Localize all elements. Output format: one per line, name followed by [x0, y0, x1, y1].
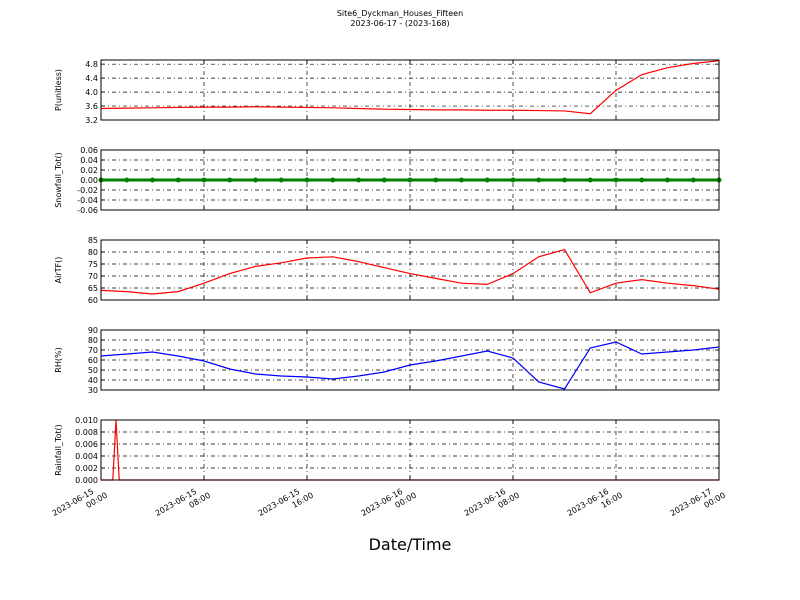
data-line — [100, 248, 720, 295]
y-axis-label: Rainfall_Tot() — [54, 424, 63, 476]
data-point — [124, 177, 130, 183]
x-tick-label: 2023-06-1608:00 — [463, 482, 521, 527]
y-tick-label: 50 — [88, 366, 98, 375]
plot-frame — [100, 149, 720, 211]
y-tick-label: -0.04 — [77, 196, 98, 205]
y-tick-label: 80 — [88, 248, 98, 257]
data-point — [201, 177, 207, 183]
x-tick-label: 2023-06-1516:00 — [257, 482, 315, 527]
data-point — [330, 177, 336, 183]
y-tick-label: 3.2 — [85, 116, 98, 125]
y-tick-label: 0.010 — [75, 416, 98, 425]
x-tick-label: 2023-06-1500:00 — [51, 482, 109, 527]
data-point — [613, 177, 619, 183]
data-point — [510, 177, 516, 183]
y-tick-label: 70 — [88, 346, 98, 355]
y-tick-label: 4.8 — [85, 60, 98, 69]
y-tick-label: 0.00 — [80, 176, 98, 185]
x-axis-label: Date/Time — [369, 535, 452, 554]
data-point — [484, 177, 490, 183]
y-tick-label: 40 — [88, 376, 98, 385]
y-tick-label: 70 — [88, 272, 98, 281]
data-point — [562, 177, 567, 183]
x-tick-label: 2023-06-1616:00 — [566, 482, 624, 527]
y-tick-label: 80 — [88, 336, 98, 345]
y-tick-label: 4.0 — [85, 88, 98, 97]
x-tick-label: 2023-06-1700:00 — [669, 482, 727, 527]
data-line — [100, 60, 720, 115]
y-tick-label: 0.006 — [75, 440, 98, 449]
plot-frame — [100, 419, 720, 481]
y-axis-label: AirTF() — [54, 257, 63, 284]
y-tick-label: 0.06 — [80, 146, 98, 155]
y-tick-label: 65 — [88, 284, 98, 293]
data-point — [407, 177, 413, 183]
y-tick-label: 0.04 — [80, 156, 98, 165]
y-tick-label: 0.002 — [75, 464, 98, 473]
y-tick-label: 75 — [88, 260, 98, 269]
data-point — [587, 177, 593, 183]
data-point — [665, 177, 670, 183]
plot-frame — [100, 239, 720, 301]
y-axis-label: P(unitless) — [54, 69, 63, 111]
y-tick-label: 0.008 — [75, 428, 98, 437]
data-point — [356, 177, 361, 183]
plot-frame — [100, 329, 720, 391]
plot-frame — [100, 59, 720, 121]
data-point — [304, 177, 310, 183]
data-point — [253, 177, 258, 183]
data-point — [639, 177, 645, 183]
y-axis-label: RH(%) — [54, 347, 63, 372]
data-point — [381, 177, 387, 183]
y-axis-label: Snowfall_Tot() — [54, 152, 63, 208]
figure-title: Site6_Dyckman_Houses_Fifteen — [337, 9, 463, 18]
data-point — [459, 177, 464, 183]
data-line — [100, 341, 720, 390]
data-point — [433, 177, 439, 183]
y-tick-label: 85 — [88, 236, 98, 245]
data-point — [278, 177, 284, 183]
figure-subtitle: 2023-06-17 - (2023-168) — [350, 19, 449, 28]
data-point — [227, 177, 233, 183]
y-tick-label: 0.02 — [80, 166, 98, 175]
x-tick-label: 2023-06-1600:00 — [360, 482, 418, 527]
y-tick-label: 30 — [88, 386, 98, 395]
y-tick-label: -0.06 — [77, 206, 98, 215]
y-tick-label: 4.4 — [85, 74, 98, 83]
y-tick-label: 3.6 — [85, 102, 98, 111]
data-point — [175, 177, 181, 183]
data-point — [150, 177, 155, 183]
data-point — [690, 177, 696, 183]
y-tick-label: 60 — [88, 356, 98, 365]
y-tick-label: 0.000 — [75, 476, 98, 485]
y-tick-label: 90 — [88, 326, 98, 335]
y-tick-label: 0.004 — [75, 452, 98, 461]
x-tick-label: 2023-06-1508:00 — [154, 482, 212, 527]
data-point — [536, 177, 542, 183]
y-tick-label: 60 — [88, 296, 98, 305]
y-tick-label: -0.02 — [77, 186, 98, 195]
